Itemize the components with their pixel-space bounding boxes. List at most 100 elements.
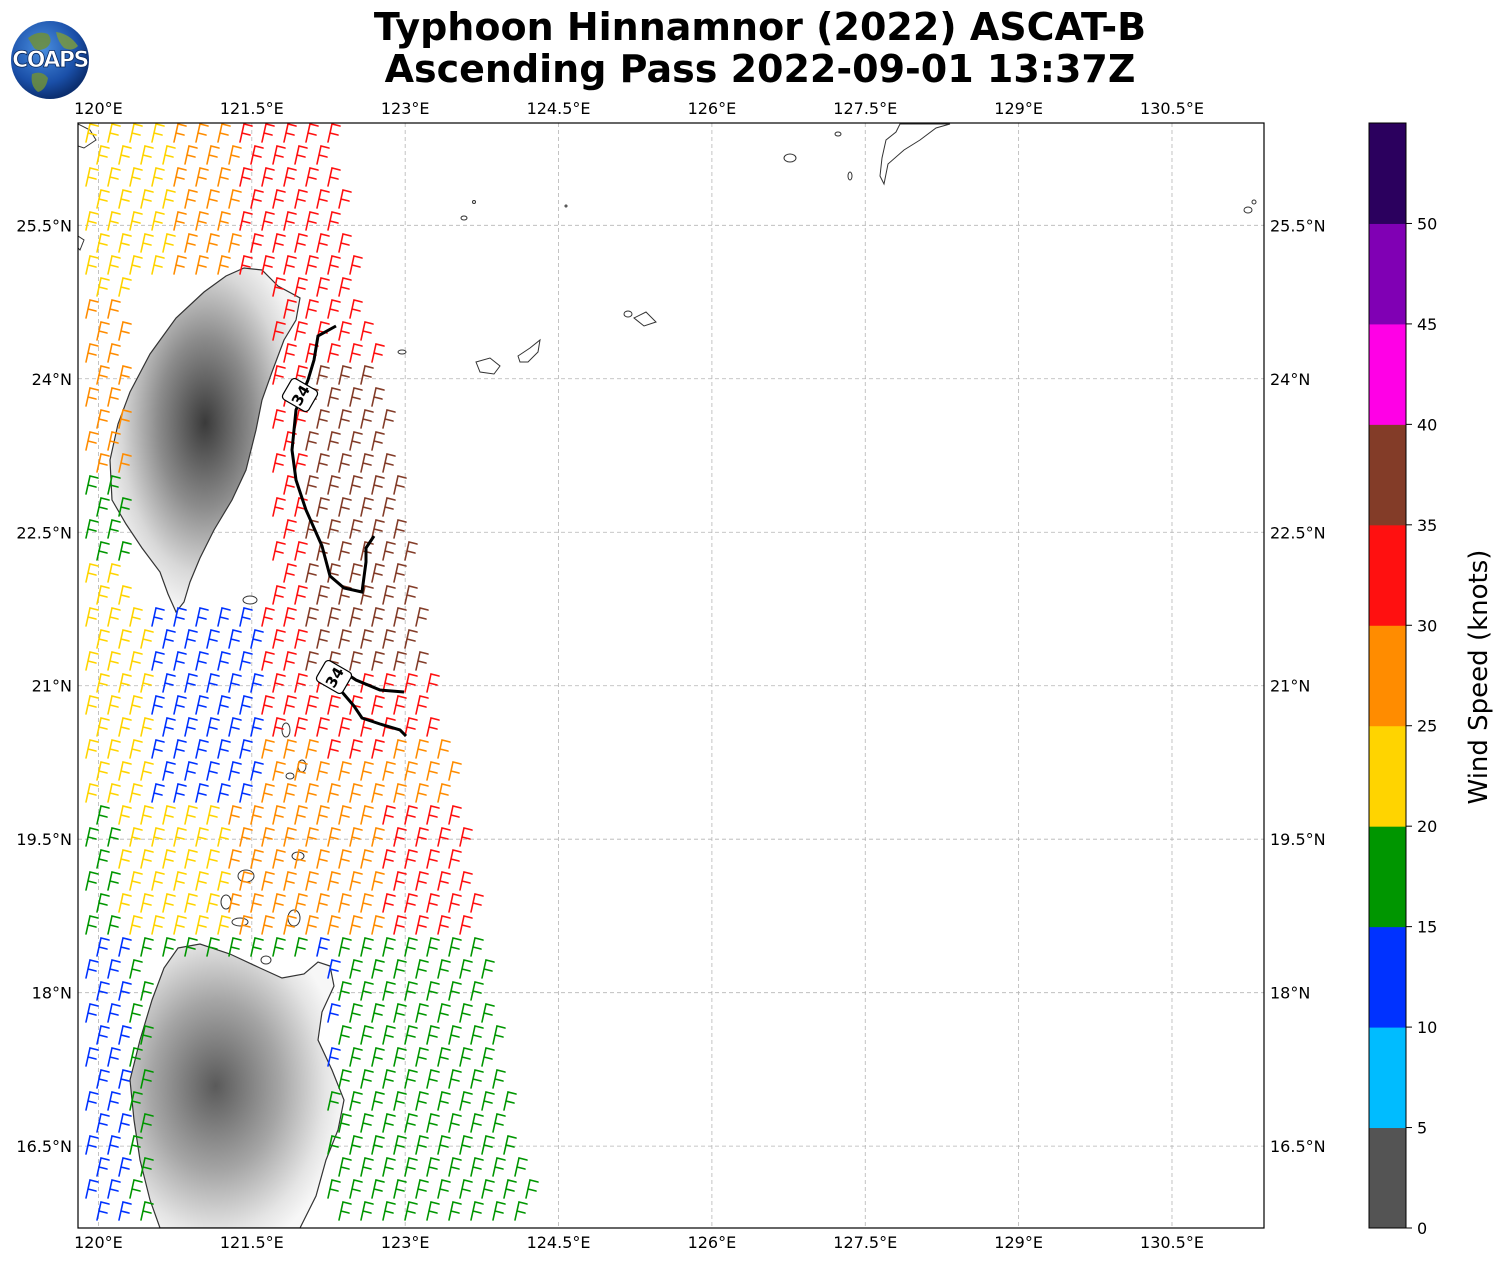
wind-barb <box>206 233 220 253</box>
wind-barb <box>96 629 110 649</box>
wind-barb <box>129 1135 143 1155</box>
wind-barb <box>195 915 209 935</box>
wind-barb <box>382 849 396 869</box>
wind-barb <box>272 365 286 385</box>
wind-barb <box>140 1069 154 1089</box>
wind-barb <box>382 761 396 781</box>
wind-barb <box>382 541 396 561</box>
wind-barb <box>371 519 385 539</box>
wind-barb <box>250 145 264 165</box>
coaps-logo: COAPS <box>11 21 90 99</box>
wind-barb <box>96 321 110 341</box>
wind-barb <box>96 717 110 737</box>
wind-barb <box>239 695 253 715</box>
map-title-line2: Ascending Pass 2022-09-01 13:37Z <box>384 47 1136 91</box>
wind-barb <box>107 607 121 627</box>
wind-barb <box>129 1179 143 1199</box>
wind-barb <box>173 915 187 935</box>
lon-tick-top-3: 124.5°E <box>527 99 591 118</box>
wind-barb <box>327 783 341 803</box>
wind-barb <box>415 1003 429 1023</box>
wind-barb <box>492 1201 506 1221</box>
wind-barb <box>228 189 242 209</box>
wind-barb <box>415 1091 429 1111</box>
wind-barb <box>371 1047 385 1067</box>
wind-barb <box>338 233 352 253</box>
wind-barb <box>305 783 319 803</box>
wind-barb <box>294 893 308 913</box>
wind-barb <box>294 277 308 297</box>
wind-barb <box>184 145 198 165</box>
wind-barb <box>129 607 143 627</box>
wind-barb <box>360 981 374 1001</box>
wind-barb <box>481 959 495 979</box>
wind-barb <box>107 255 121 275</box>
wind-barb <box>173 123 187 143</box>
wind-barb <box>349 827 363 847</box>
lon-tick-top-7: 130.5°E <box>1140 99 1204 118</box>
wind-barb <box>228 761 242 781</box>
wind-barb <box>349 563 363 583</box>
wind-barb <box>140 1157 154 1177</box>
wind-barb <box>382 1113 396 1133</box>
wind-barb <box>294 189 308 209</box>
wind-barb <box>239 167 253 187</box>
wind-barb <box>107 1135 121 1155</box>
contour-label-1: 34 <box>281 377 319 413</box>
wind-barb <box>107 299 121 319</box>
wind-barb <box>404 1025 418 1045</box>
wind-barb <box>228 233 242 253</box>
colorbar-segment-1 <box>1369 1027 1406 1129</box>
wind-barb <box>85 783 99 803</box>
wind-barb <box>118 717 132 737</box>
wind-barb <box>173 871 187 891</box>
colorbar-tick-0: 0 <box>1417 1219 1427 1238</box>
colorbar-segment-5 <box>1369 625 1406 727</box>
wind-barb <box>118 761 132 781</box>
wind-barb <box>195 783 209 803</box>
wind-barb <box>140 717 154 737</box>
wind-barb <box>250 189 264 209</box>
wind-barb <box>360 761 374 781</box>
wind-barb <box>404 981 418 1001</box>
wind-barb <box>283 915 297 935</box>
wind-barb <box>140 761 154 781</box>
wind-barb <box>107 167 121 187</box>
wind-barb <box>118 805 132 825</box>
wind-barb <box>217 739 231 759</box>
wind-barb <box>85 651 99 671</box>
wind-barb <box>393 651 407 671</box>
wind-barb <box>85 1003 99 1023</box>
wind-barb <box>239 827 253 847</box>
wind-barb <box>426 1113 440 1133</box>
wind-barb <box>151 783 165 803</box>
wind-barb <box>327 607 341 627</box>
wind-barb <box>327 343 341 363</box>
wind-barb <box>415 915 429 935</box>
wind-barb <box>360 937 374 957</box>
wind-barb <box>393 959 407 979</box>
wind-barb <box>327 123 341 143</box>
wind-barb <box>228 937 242 957</box>
wind-barb <box>96 409 110 429</box>
wind-barb <box>228 145 242 165</box>
wind-barb <box>492 1025 506 1045</box>
lat-tick-right-3: 21°N <box>1270 677 1310 696</box>
wind-barb <box>272 277 286 297</box>
wind-barbs <box>85 123 539 1221</box>
wind-barb <box>140 233 154 253</box>
lon-tick-bottom-0: 120°E <box>74 1233 123 1252</box>
wind-barb <box>140 805 154 825</box>
wind-barb <box>118 1113 132 1133</box>
wind-barb <box>349 1179 363 1199</box>
colorbar-tick-1: 5 <box>1417 1119 1427 1138</box>
wind-barb <box>316 849 330 869</box>
wind-barb <box>426 1201 440 1221</box>
wind-barb <box>107 343 121 363</box>
wind-barb <box>426 805 440 825</box>
wind-barb <box>250 937 264 957</box>
lat-tick-right-6: 16.5°N <box>1270 1137 1326 1156</box>
wind-barb <box>96 849 110 869</box>
colorbar-tick-10: 50 <box>1417 214 1437 233</box>
wind-barb <box>107 387 121 407</box>
